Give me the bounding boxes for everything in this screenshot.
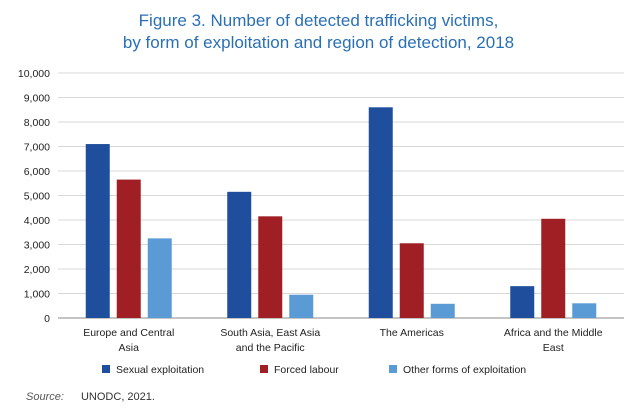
y-tick-label: 5,000 xyxy=(24,191,50,203)
legend-swatch xyxy=(102,365,110,373)
category-label: The Americas xyxy=(380,327,444,339)
y-tick-label: 9,000 xyxy=(24,93,50,105)
legend-item: Forced labour xyxy=(260,364,339,376)
legend: Sexual exploitation Forced labour Other fo… xyxy=(102,364,526,376)
bar xyxy=(572,303,597,318)
legend-label: Forced labour xyxy=(274,364,339,376)
bar xyxy=(399,243,424,318)
chart-title-line-1: Figure 3. Number of detected trafficking… xyxy=(138,11,499,30)
source-text: UNODC, 2021. xyxy=(80,391,155,403)
y-tick-label: 3,000 xyxy=(24,240,50,252)
source-note: Source: UNODC, 2021. xyxy=(26,391,155,403)
chart-title-line-2: by form of exploitation and region of de… xyxy=(122,33,515,52)
bar xyxy=(368,107,393,318)
bar xyxy=(147,238,172,318)
category-labels: Europe and Central Asia South Asia, East A… xyxy=(83,327,603,354)
bar xyxy=(510,286,535,318)
category-label: Africa and the Middle East xyxy=(504,327,603,354)
source-label: Source: xyxy=(26,391,64,403)
bars xyxy=(85,107,597,318)
legend-label: Other forms of exploitation xyxy=(403,364,526,376)
legend-label: Sexual exploitation xyxy=(116,364,204,376)
y-tick-label: 7,000 xyxy=(24,142,50,154)
bar xyxy=(85,144,110,318)
bar xyxy=(258,216,283,318)
legend-swatch xyxy=(389,365,397,373)
y-tick-label: 6,000 xyxy=(24,166,50,178)
y-tick-label: 4,000 xyxy=(24,215,50,227)
category-label: Europe and Central Asia xyxy=(83,327,174,354)
legend-item: Other forms of exploitation xyxy=(389,364,526,376)
y-tick-label: 2,000 xyxy=(24,264,50,276)
bar xyxy=(289,294,314,318)
gridlines xyxy=(58,72,624,319)
category-label: South Asia, East Asia and the Pacific xyxy=(220,327,320,354)
y-tick-label: 0 xyxy=(44,313,50,325)
bar xyxy=(116,179,141,318)
bar xyxy=(430,303,455,318)
y-tick-label: 1,000 xyxy=(24,289,50,301)
legend-swatch xyxy=(260,365,268,373)
y-axis-tick-labels: 0 1,000 2,000 3,000 4,000 5,000 6,000 7,000 8,00… xyxy=(18,68,50,325)
bar xyxy=(227,191,252,318)
y-tick-label: 8,000 xyxy=(24,117,50,129)
y-tick-label: 10,000 xyxy=(18,68,50,80)
legend-item: Sexual exploitation xyxy=(102,364,204,376)
bar xyxy=(541,218,566,318)
